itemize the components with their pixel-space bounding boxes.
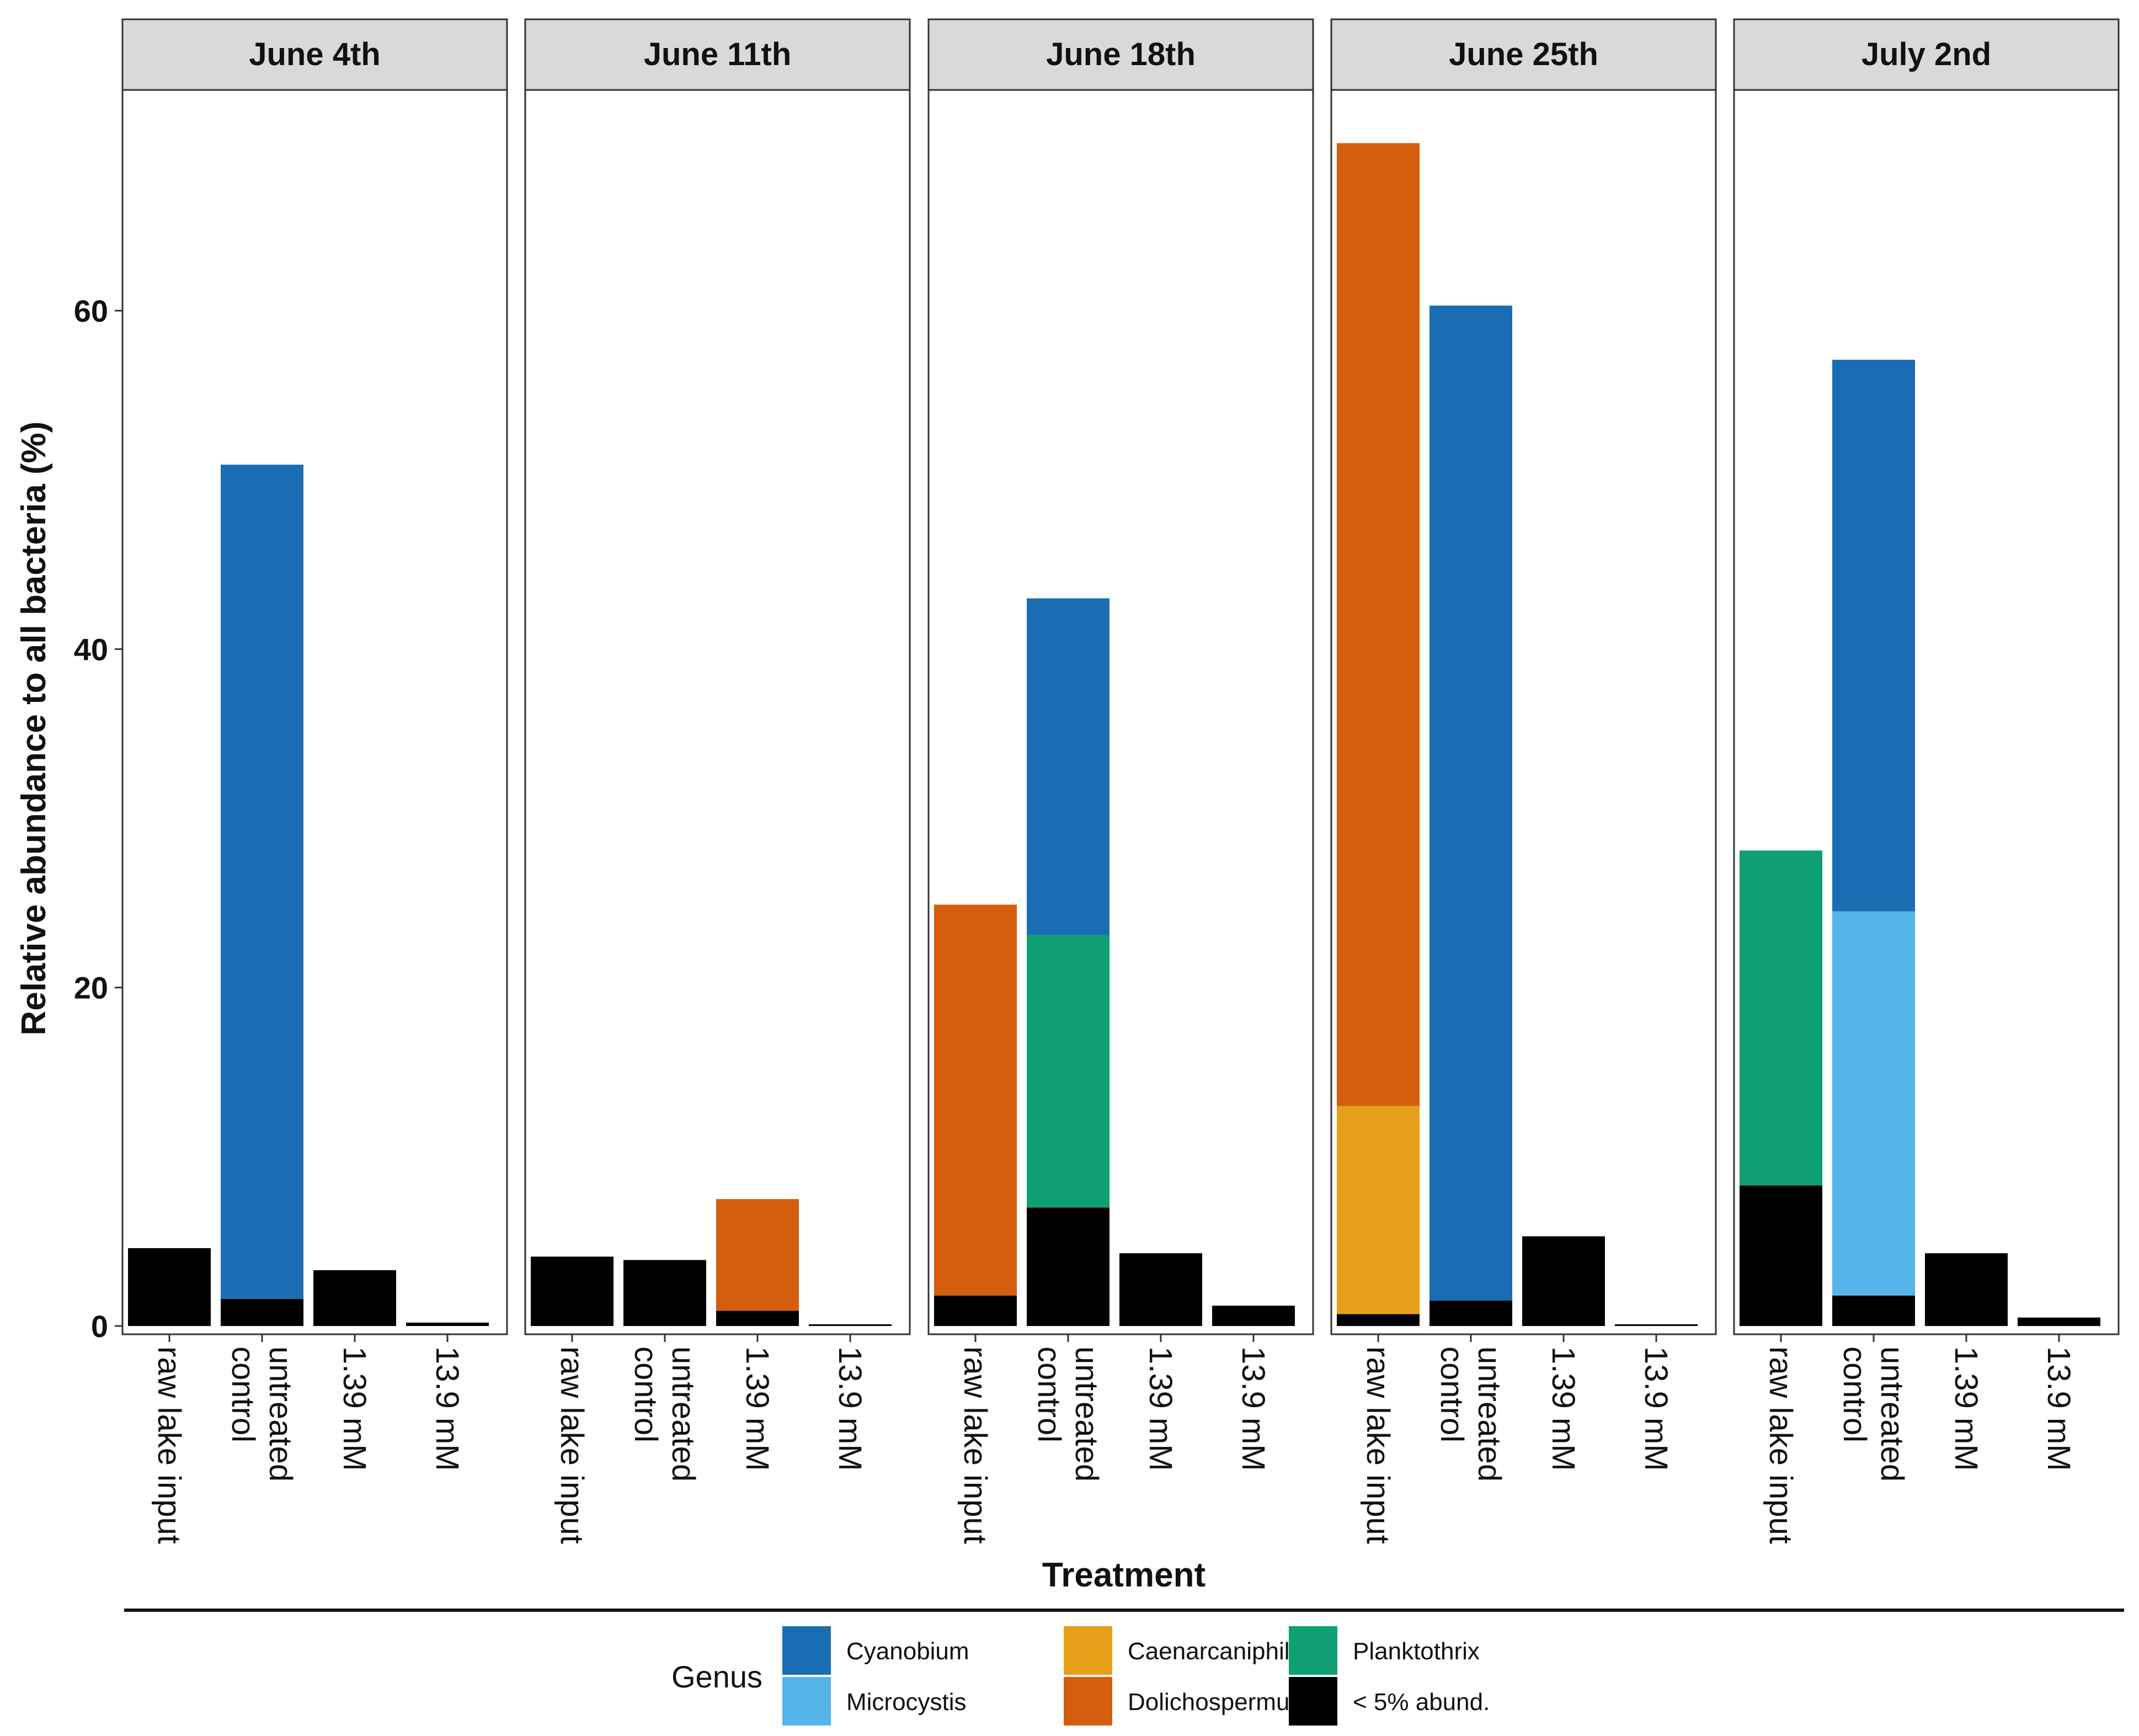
facet-panels: June 4th raw lake input untreatedcontrol 1.… [121,18,2120,1544]
bar-segment [313,1270,396,1326]
y-tick-label: 40 [74,632,108,667]
bar-segment [531,1256,614,1326]
legend-key [782,1626,831,1675]
y-tick-label: 20 [74,971,108,1005]
bar-segment [1337,143,1420,1106]
legend-label: Planktothrix [1353,1638,1480,1665]
x-tick-label: 13.9 mM [1235,1346,1271,1471]
facet-panel: June 25th raw lake input untreatedcontrol 1… [1330,18,1717,1544]
bar-segment [1119,1253,1202,1326]
facet-strip-label: June 11th [644,36,792,72]
bar-segment [716,1199,799,1311]
facet-strip [927,18,1314,91]
bar-segment [1522,1236,1605,1326]
legend-label: Dolichospermum [1128,1689,1310,1716]
facet-strip-label: June 4th [249,36,381,72]
bar-segment [406,1322,489,1326]
x-tick-label: untreatedcontrol [1837,1346,1910,1482]
x-tick-label: raw lake input [554,1346,590,1544]
bar-segment [1337,1314,1420,1326]
x-tick-label: raw lake input [1360,1346,1396,1544]
x-tick-label: raw lake input [1763,1346,1799,1544]
bar-segment [934,1295,1017,1326]
bar-segment [2018,1317,2100,1326]
x-tick-label: 1.39 mM [337,1346,372,1471]
facet-strip-label: July 2nd [1861,36,1991,72]
y-tick-label: 0 [91,1309,108,1344]
legend-label: Cyanobium [846,1638,969,1665]
legend-label: < 5% abund. [1353,1689,1490,1716]
x-axis-title: Treatment [1042,1556,1205,1594]
x-tick-label: untreatedcontrol [1434,1346,1507,1482]
facet-strip-label: June 18th [1046,36,1196,72]
x-tick-label: 1.39 mM [1948,1346,1984,1471]
x-tick-label: 1.39 mM [739,1346,775,1471]
x-tick-label: raw lake input [957,1346,993,1544]
x-tick-label: untreatedcontrol [1031,1346,1105,1482]
legend-title: Genus [671,1659,762,1694]
facet-panel: June 18th raw lake input untreatedcontrol 1… [927,18,1314,1544]
x-tick-label: untreatedcontrol [225,1346,298,1482]
bar-segment [1925,1253,2008,1326]
bar-segment [1027,598,1109,935]
legend-key [782,1677,831,1726]
legend: Genus CyanobiumMicrocystisCaenarcaniphil… [671,1626,1490,1726]
x-tick-label: untreatedcontrol [628,1346,701,1482]
facet-strip-label: June 25th [1449,36,1598,72]
x-tick-label: 13.9 mM [832,1346,868,1471]
legend-key [1289,1626,1337,1675]
bar-segment [1615,1324,1698,1326]
bar-segment [809,1324,892,1326]
bar-segment [623,1260,706,1326]
bar-segment [716,1311,799,1326]
legend-label: Microcystis [846,1689,967,1716]
facet-strip [1733,18,2120,91]
y-axis-title: Relative abundance to all bacteria (%) [15,422,53,1036]
x-tick-label: 1.39 mM [1143,1346,1178,1471]
bar-segment [221,465,303,1299]
facet-plot-area [524,89,911,1335]
bar-segment [1027,1207,1109,1326]
x-tick-label: 13.9 mM [1638,1346,1674,1471]
facet-panel: June 11th raw lake input untreatedcontrol 1… [524,18,911,1544]
x-tick-label: 13.9 mM [429,1346,465,1471]
y-axis: 0 20 40 60 [74,294,122,1344]
bar-segment [1027,935,1109,1208]
legend-key [1064,1626,1112,1675]
legend-key [1064,1677,1112,1726]
bar-segment [1832,1295,1915,1326]
bar-segment [128,1248,211,1326]
bar-segment [1337,1106,1420,1314]
x-tick-label: 1.39 mM [1545,1346,1581,1471]
facet-panel: July 2nd raw lake input untreatedcontrol 1.… [1733,18,2120,1544]
bar-segment [934,904,1017,1296]
bar-segment [1740,850,1822,1186]
bar-segment [1740,1185,1822,1326]
bar-segment [1212,1306,1295,1326]
facet-plot-area [121,89,508,1335]
y-tick-label: 60 [74,294,108,328]
x-tick-label: 13.9 mM [2041,1346,2077,1471]
facet-strip [121,18,508,91]
facet-panel: June 4th raw lake input untreatedcontrol 1.… [121,18,508,1544]
bar-segment [221,1298,303,1326]
bar-segment [1832,911,1915,1296]
legend-key [1289,1677,1337,1726]
x-tick-label: raw lake input [151,1346,187,1544]
bar-segment [1429,1301,1512,1326]
bar-segment [1429,305,1512,1301]
bar-segment [1832,359,1915,912]
